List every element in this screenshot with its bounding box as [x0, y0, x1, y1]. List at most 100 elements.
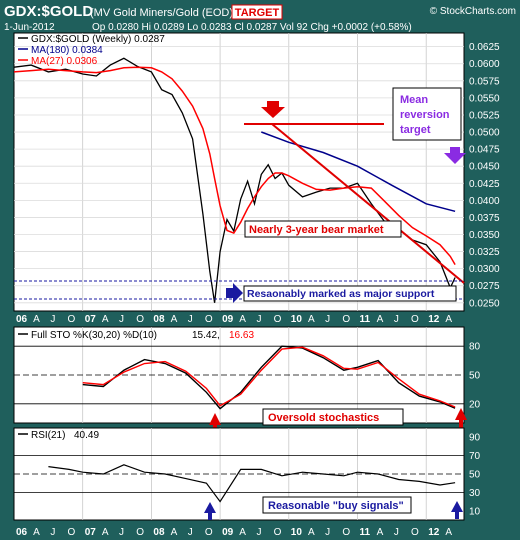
price-series-line: [13, 66, 456, 265]
mean-reversion-label-line1: Mean: [400, 94, 428, 106]
price-panel: [13, 32, 465, 312]
price-y-tick: 0.0550: [469, 93, 500, 104]
bear-market-label: Nearly 3-year bear market: [249, 224, 384, 236]
x-tick-label: O: [136, 527, 144, 538]
x-tick-label: 07: [85, 527, 97, 538]
x-tick-label: A: [377, 527, 384, 538]
x-tick-label: O: [205, 314, 213, 325]
price-legend: GDX:$GOLD (Weekly) 0.0287 MA(180) 0.0384…: [18, 34, 165, 67]
x-tick-label: 08: [153, 527, 165, 538]
price-y-tick: 0.0625: [469, 42, 500, 53]
sto-d-value: 16.63: [229, 330, 254, 341]
x-tick-label: O: [274, 314, 282, 325]
mean-reversion-label-line3: target: [400, 124, 431, 136]
oversold-label: Oversold stochastics: [268, 412, 379, 424]
support-box: [243, 285, 457, 302]
x-tick-label: 07: [85, 314, 97, 325]
x-tick-label: J: [119, 527, 124, 538]
x-tick-label: J: [50, 527, 55, 538]
price-y-tick: 0.0450: [469, 162, 500, 173]
sto-series-line: [82, 345, 456, 410]
mean-reversion-box: [392, 87, 462, 141]
rsi-y-tick: 90: [469, 433, 481, 444]
x-tick-label: A: [239, 527, 246, 538]
x-tick-label: O: [205, 527, 213, 538]
x-axis-top: 06 A J O 07 A J O 08 A J O 09 A J O 10 A J O 11 A J O 12 A: [16, 314, 452, 325]
rsi-y-tick: 30: [469, 488, 481, 499]
x-tick-label: A: [102, 527, 109, 538]
x-tick-label: J: [188, 527, 193, 538]
x-tick-label: O: [68, 314, 76, 325]
rsi-series-line: [48, 464, 456, 503]
x-tick-label: A: [308, 314, 315, 325]
rsi-series: [48, 464, 456, 503]
sto-y-axis: 80 50 20: [469, 342, 481, 411]
price-y-tick: 0.0275: [469, 281, 500, 292]
sto-y-tick: 80: [469, 342, 481, 353]
sto-grid: [14, 327, 464, 423]
x-tick-label: O: [411, 527, 419, 538]
buy-signal-box: [262, 496, 412, 514]
x-tick-label: J: [256, 527, 261, 538]
x-tick-label: O: [136, 314, 144, 325]
x-tick-label: J: [394, 527, 399, 538]
x-tick-label: J: [188, 314, 193, 325]
x-tick-label: A: [171, 527, 178, 538]
rsi-arrow-left-icon: [204, 502, 216, 520]
sto-arrow-left-icon: [209, 413, 221, 433]
x-tick-label: J: [394, 314, 399, 325]
rsi-y-tick: 50: [469, 470, 481, 481]
sto-label: Full STO %K(30,20) %D(10): [31, 330, 157, 341]
price-y-tick: 0.0350: [469, 230, 500, 241]
x-tick-label: J: [256, 314, 261, 325]
legend-ma180: MA(180) 0.0384: [31, 45, 103, 56]
x-tick-label: 09: [222, 314, 234, 325]
bear-market-box: [244, 220, 402, 238]
symbol-title: GDX:$GOLD: [4, 3, 93, 20]
sto-series: [82, 345, 456, 410]
price-y-tick: 0.0525: [469, 110, 500, 121]
price-y-axis: 0.0625 0.0600 0.0575 0.0550 0.0525 0.0500 0.04…: [469, 42, 500, 309]
rsi-arrow-right-icon: [451, 501, 463, 519]
sto-arrow-right-icon: [455, 408, 467, 428]
x-tick-label: A: [102, 314, 109, 325]
target-badge: [231, 4, 283, 20]
support-label: Resaonably marked as major support: [247, 288, 435, 300]
price-grid: [14, 33, 464, 311]
target-arrow-icon: [261, 101, 285, 118]
price-y-tick: 0.0400: [469, 196, 500, 207]
x-tick-label: 10: [291, 527, 303, 538]
x-tick-label: 11: [360, 527, 371, 538]
buy-signal-label: Reasonable "buy signals": [268, 500, 404, 512]
x-tick-label: O: [342, 527, 350, 538]
price-y-tick: 0.0300: [469, 264, 500, 275]
sto-y-tick: 50: [469, 371, 481, 382]
x-tick-label: 08: [153, 314, 165, 325]
x-tick-label: 06: [16, 314, 28, 325]
sto-k-value: 15.42,: [192, 330, 220, 341]
x-tick-label: A: [33, 527, 40, 538]
x-tick-label: 06: [16, 527, 28, 538]
x-tick-label: 12: [428, 314, 440, 325]
x-tick-label: 09: [222, 527, 234, 538]
x-tick-label: J: [50, 314, 55, 325]
purple-arrow-icon: [444, 147, 466, 164]
price-y-tick: 0.0250: [469, 298, 500, 309]
oversold-box: [262, 408, 404, 426]
rsi-y-tick: 10: [469, 506, 481, 517]
x-tick-label: J: [119, 314, 124, 325]
price-series-line: [261, 131, 456, 213]
rsi-y-tick: 70: [469, 451, 481, 462]
symbol-description: (MV Gold Miners/Gold (EOD): [90, 7, 233, 19]
x-tick-label: 10: [291, 314, 303, 325]
price-y-tick: 0.0425: [469, 179, 500, 190]
header-stats: Op 0.0280 Hi 0.0289 Lo 0.0283 Cl 0.0287 …: [92, 22, 412, 33]
price-y-tick: 0.0500: [469, 128, 500, 139]
header-date: 1-Jun-2012: [4, 22, 55, 33]
legend-ma27: MA(27) 0.0306: [31, 56, 98, 67]
x-tick-label: 12: [428, 527, 440, 538]
watermark: © StockCharts.com: [430, 6, 516, 17]
price-y-tick: 0.0475: [469, 145, 500, 156]
x-tick-label: A: [239, 314, 246, 325]
x-tick-label: O: [274, 527, 282, 538]
